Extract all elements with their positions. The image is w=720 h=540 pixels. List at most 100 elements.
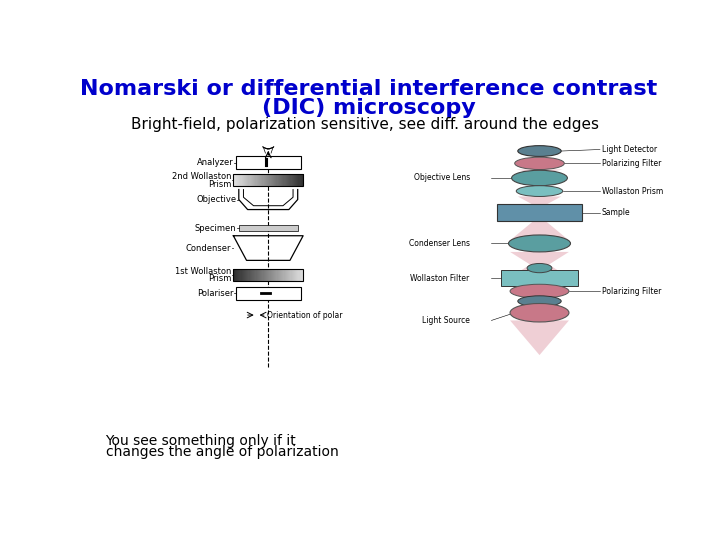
FancyBboxPatch shape <box>500 271 578 286</box>
Polygon shape <box>516 170 563 172</box>
Bar <box>246 174 248 186</box>
Bar <box>235 157 301 168</box>
Bar <box>250 174 251 186</box>
Text: Condenser: Condenser <box>186 244 231 253</box>
Bar <box>273 174 274 186</box>
Bar <box>241 269 243 281</box>
Bar <box>253 174 255 186</box>
Bar <box>264 174 265 186</box>
Bar <box>264 269 265 281</box>
Bar <box>269 174 271 186</box>
Bar <box>233 174 235 186</box>
Bar <box>301 174 302 186</box>
Bar <box>281 269 282 281</box>
Text: You see something only if it: You see something only if it <box>106 434 296 448</box>
Bar <box>282 269 284 281</box>
Bar <box>282 174 284 186</box>
Bar <box>248 174 250 186</box>
Bar <box>235 269 238 281</box>
Bar <box>289 269 291 281</box>
Bar <box>265 269 266 281</box>
Bar <box>292 269 294 281</box>
Bar <box>256 174 257 186</box>
Bar <box>279 269 280 281</box>
Text: Nomarski or differential interference contrast: Nomarski or differential interference co… <box>81 79 657 99</box>
Bar <box>280 174 282 186</box>
Bar <box>248 174 249 186</box>
Bar <box>245 269 246 281</box>
Bar <box>273 269 274 281</box>
Bar <box>288 174 289 186</box>
Bar <box>284 269 286 281</box>
Bar <box>253 269 255 281</box>
Bar <box>239 225 297 231</box>
Bar <box>239 174 240 186</box>
Bar <box>279 174 280 186</box>
Bar <box>235 174 238 186</box>
Bar <box>269 269 271 281</box>
Bar <box>296 269 297 281</box>
Polygon shape <box>518 197 561 205</box>
Bar <box>233 269 235 281</box>
Text: 1st Wollaston: 1st Wollaston <box>175 267 231 275</box>
Bar <box>238 269 240 281</box>
Text: Analyzer: Analyzer <box>197 158 233 167</box>
Ellipse shape <box>518 146 561 157</box>
Text: changes the angle of polarization: changes the angle of polarization <box>106 445 338 459</box>
Bar <box>271 174 274 186</box>
Bar <box>261 174 263 186</box>
Bar <box>243 269 244 281</box>
Bar <box>290 269 292 281</box>
Bar <box>269 174 270 186</box>
Ellipse shape <box>512 170 567 186</box>
Bar <box>241 174 243 186</box>
Bar <box>284 269 285 281</box>
Bar <box>239 269 240 281</box>
Bar <box>240 174 242 186</box>
Bar <box>275 269 276 281</box>
Bar <box>260 174 261 186</box>
Text: Light Source: Light Source <box>422 316 469 325</box>
Bar <box>267 174 269 186</box>
Bar <box>259 269 261 281</box>
Bar <box>237 174 238 186</box>
Text: Wollaston Prism: Wollaston Prism <box>601 187 662 195</box>
Bar <box>284 174 286 186</box>
FancyBboxPatch shape <box>497 204 582 221</box>
Text: 2nd Wollaston: 2nd Wollaston <box>171 172 231 181</box>
Polygon shape <box>510 265 569 278</box>
Bar <box>292 269 293 281</box>
Text: Sample: Sample <box>601 208 630 217</box>
Bar <box>250 269 251 281</box>
Bar <box>259 174 261 186</box>
Text: Specimen: Specimen <box>195 224 236 233</box>
Bar <box>246 269 248 281</box>
Text: Condenser Lens: Condenser Lens <box>409 239 469 248</box>
Polygon shape <box>510 252 569 265</box>
Bar <box>254 269 256 281</box>
Bar <box>262 269 264 281</box>
Bar <box>299 269 300 281</box>
Bar <box>265 174 266 186</box>
Text: Light Detector: Light Detector <box>601 145 657 154</box>
Bar <box>266 269 267 281</box>
Bar <box>258 174 259 186</box>
Text: (DIC) microscopy: (DIC) microscopy <box>262 98 476 118</box>
Ellipse shape <box>518 296 561 307</box>
Bar <box>256 269 257 281</box>
Text: Polarizing Filter: Polarizing Filter <box>601 159 661 168</box>
Bar <box>261 269 263 281</box>
Text: Bright-field, polarization sensitive, see diff. around the edges: Bright-field, polarization sensitive, se… <box>131 117 599 132</box>
Bar <box>296 174 297 186</box>
Bar <box>271 269 272 281</box>
Bar <box>238 174 240 186</box>
Ellipse shape <box>516 186 563 197</box>
Bar <box>245 174 246 186</box>
Text: Polarizing Filter: Polarizing Filter <box>601 287 661 296</box>
Bar <box>248 269 250 281</box>
Bar <box>269 269 270 281</box>
Bar <box>258 269 259 281</box>
Bar <box>294 269 295 281</box>
Bar <box>287 174 289 186</box>
Bar <box>286 174 287 186</box>
